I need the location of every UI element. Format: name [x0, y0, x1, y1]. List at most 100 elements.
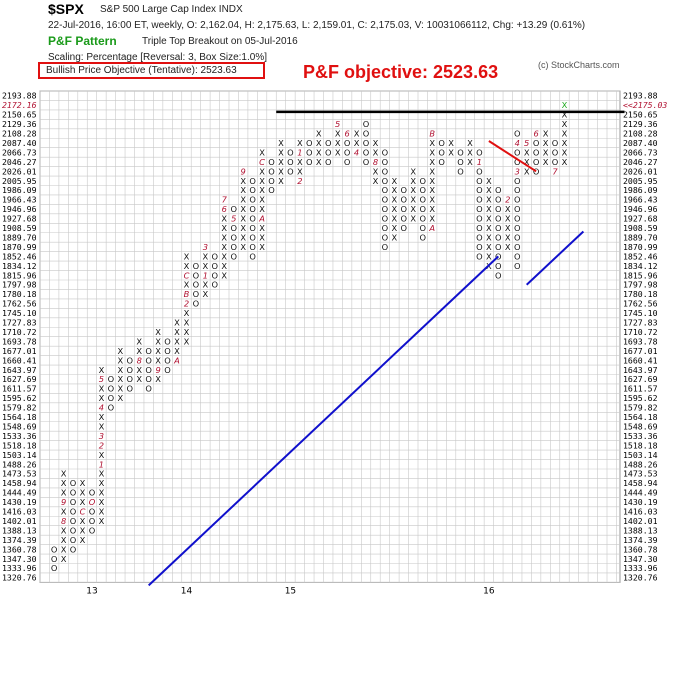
o-box: O — [363, 147, 370, 157]
x-box: 2 — [184, 299, 189, 309]
x-box: X — [410, 166, 416, 176]
o-box: O — [70, 544, 77, 554]
price-label-left: 1870.99 — [2, 242, 37, 252]
price-label-left: 2150.65 — [2, 110, 37, 120]
x-box: A — [428, 223, 435, 233]
x-box: X — [221, 223, 227, 233]
x-box: X — [505, 214, 511, 224]
x-box: X — [373, 176, 379, 186]
x-box: X — [486, 195, 492, 205]
price-label-right: 2087.40 — [623, 138, 658, 148]
o-box: O — [476, 147, 483, 157]
price-label-left: 1402.01 — [2, 516, 37, 526]
bullish-support-line-2 — [525, 230, 585, 286]
price-label-left: 1533.36 — [2, 431, 37, 441]
x-box: X — [486, 214, 492, 224]
o-box: O — [514, 261, 521, 271]
o-box: O — [212, 270, 219, 280]
x-box: X — [117, 355, 123, 365]
o-box: O — [495, 270, 502, 280]
x-box: 4 — [354, 147, 359, 157]
x-box: X — [505, 223, 511, 233]
x-box: X — [203, 251, 209, 261]
o-box: O — [382, 166, 389, 176]
x-box: X — [80, 497, 86, 507]
x-box: X — [392, 176, 398, 186]
price-label-left: 1416.03 — [2, 507, 37, 517]
o-box: O — [401, 204, 408, 214]
x-box: 3 — [99, 431, 104, 441]
x-box: X — [429, 138, 435, 148]
x-box: X — [392, 204, 398, 214]
x-box: X — [486, 204, 492, 214]
x-box: X — [155, 355, 161, 365]
o-box: O — [495, 195, 502, 205]
x-box: X — [61, 478, 67, 488]
x-box: X — [117, 374, 123, 384]
o-box: O — [363, 157, 370, 167]
x-box: X — [174, 336, 180, 346]
o-box: O — [249, 223, 256, 233]
o-box: O — [145, 346, 152, 356]
x-box: X — [562, 147, 568, 157]
o-box: O — [382, 232, 389, 242]
price-label-left: 2087.40 — [2, 138, 37, 148]
price-label-right: 1611.57 — [623, 384, 658, 394]
price-label-left: 2046.27 — [2, 157, 37, 167]
x-box: X — [80, 478, 86, 488]
x-box: X — [259, 176, 265, 186]
o-box: O — [89, 507, 96, 517]
o-box: O — [164, 355, 171, 365]
x-box: X — [297, 157, 303, 167]
symbol-title: $SPX — [48, 1, 84, 17]
o-box: O — [344, 138, 351, 148]
x-box: X — [117, 393, 123, 403]
x-box: X — [429, 185, 435, 195]
o-box: O — [382, 214, 389, 224]
x-box: X — [278, 138, 284, 148]
o-box: O — [268, 185, 275, 195]
x-box: X — [373, 147, 379, 157]
x-box: C — [259, 157, 265, 167]
x-box: X — [240, 185, 246, 195]
price-label-left: 1595.62 — [2, 393, 37, 403]
price-label-left: 1488.26 — [2, 459, 37, 469]
price-label-right: 1430.19 — [623, 497, 658, 507]
pattern-value: Triple Top Breakout on 05-Jul-2016 — [142, 36, 298, 47]
o-box: O — [306, 147, 313, 157]
x-box: A — [173, 355, 180, 365]
o-box: O — [230, 232, 237, 242]
x-box: X — [240, 204, 246, 214]
price-label-right: 1889.70 — [623, 232, 658, 242]
o-box: O — [249, 195, 256, 205]
x-box: 3 — [203, 242, 208, 252]
x-box: 6 — [222, 204, 227, 214]
x-box: X — [410, 176, 416, 186]
x-box: X — [99, 488, 105, 498]
x-box: X — [174, 346, 180, 356]
o-box: O — [249, 176, 256, 186]
o-box: 5 — [231, 214, 236, 224]
x-box: X — [486, 223, 492, 233]
o-box: O — [89, 497, 96, 507]
price-label-right: 1710.72 — [623, 327, 658, 337]
x-box: X — [136, 374, 142, 384]
x-box: X — [467, 157, 473, 167]
pattern-label: P&F Pattern — [48, 34, 117, 48]
o-box: O — [193, 261, 200, 271]
symbol-name: S&P 500 Large Cap Index INDX — [100, 4, 243, 15]
year-label: 13 — [86, 586, 97, 596]
x-box: X — [221, 261, 227, 271]
ohlc-info: 22-Jul-2016, 16:00 ET, weekly, O: 2,162.… — [48, 20, 586, 31]
o-box: O — [287, 157, 294, 167]
x-box: X — [354, 129, 360, 139]
copyright: (c) StockCharts.com — [538, 60, 620, 70]
o-box: O — [495, 214, 502, 224]
o-box: O — [249, 185, 256, 195]
x-box: X — [392, 214, 398, 224]
bullish-support-line — [147, 255, 500, 587]
x-box: X — [99, 450, 105, 460]
x-box: X — [448, 138, 454, 148]
price-label-right: 1320.76 — [623, 573, 658, 583]
o-box: O — [457, 147, 464, 157]
